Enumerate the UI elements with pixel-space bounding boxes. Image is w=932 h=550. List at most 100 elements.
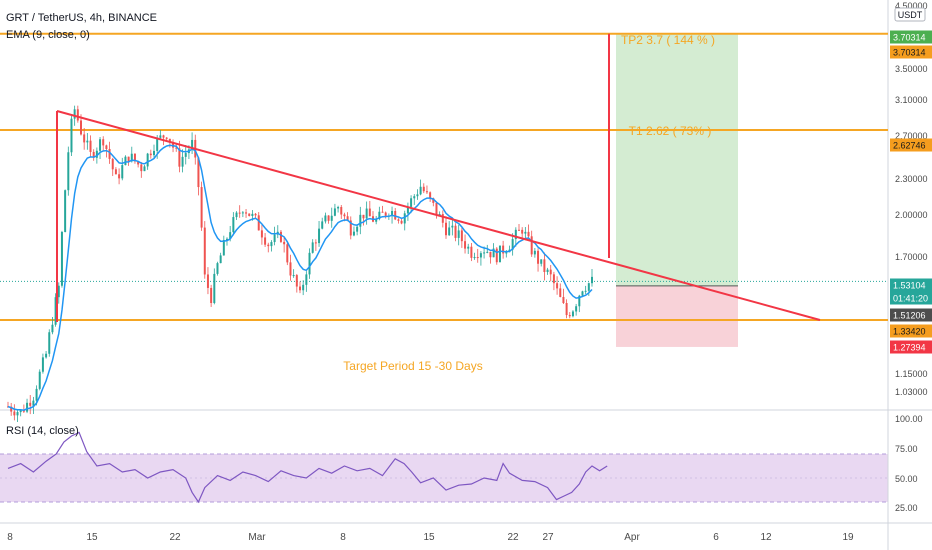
candle-body (222, 239, 225, 256)
candle-body (343, 214, 346, 217)
candle-body (127, 156, 130, 162)
candle-body (124, 156, 127, 166)
candle-body (270, 242, 273, 247)
price-axis-tick: 1.03000 (895, 387, 928, 397)
candle-body (575, 306, 578, 312)
candle-body (197, 157, 200, 188)
candle-body (16, 412, 19, 416)
candle-body (514, 229, 517, 240)
candle-body (441, 214, 444, 223)
candle-body (133, 153, 136, 162)
candle-body (524, 231, 527, 234)
candle-body (80, 120, 82, 135)
candle-body (410, 198, 413, 207)
time-axis-tick: 19 (842, 532, 854, 543)
candle-body (470, 246, 473, 258)
candle-body (216, 263, 219, 274)
candle-body (578, 295, 581, 307)
price-label-text: 1.33420 (893, 327, 926, 337)
candle-body (406, 206, 409, 214)
candle-body (413, 196, 416, 199)
candle-body (206, 274, 209, 288)
candle-body (349, 220, 352, 236)
price-axis-tick: 1.70000 (895, 252, 928, 262)
candle-body (324, 215, 327, 222)
candle-body (95, 150, 98, 158)
candle-body (425, 191, 428, 193)
candle-body (26, 402, 29, 412)
candle-body (264, 237, 267, 245)
time-axis-tick: 22 (169, 532, 181, 543)
currency-badge[interactable] (894, 7, 926, 22)
candle-body (419, 186, 422, 195)
candle-body (565, 303, 568, 316)
rsi-band (0, 454, 888, 502)
candle-body (333, 208, 336, 216)
rsi-axis-tick: 50.00 (895, 474, 918, 484)
time-axis-tick: 15 (86, 532, 98, 543)
time-axis-tick: Apr (624, 532, 640, 543)
candle-body (86, 140, 89, 143)
candle-body (457, 230, 460, 238)
candle-body (130, 153, 133, 162)
candle-body (314, 242, 317, 244)
candle-body (492, 248, 495, 258)
candle-body (311, 242, 314, 253)
candle-body (83, 134, 86, 143)
price-label-teal (890, 291, 932, 305)
candle-body (283, 241, 286, 245)
candle-body (89, 140, 92, 152)
candle-body (267, 244, 270, 247)
candle-body (241, 212, 244, 214)
candle-body (232, 217, 235, 233)
candle-body (549, 269, 552, 275)
candle-body (162, 135, 165, 138)
candle-body (429, 192, 432, 199)
candle-body (352, 231, 355, 236)
price-label-orange (890, 324, 932, 338)
candle-body (422, 186, 425, 192)
candle-body (64, 190, 67, 232)
time-axis-tick: 8 (340, 532, 346, 543)
candle-body (337, 207, 340, 209)
candle-body (45, 353, 48, 358)
candle-body (210, 287, 213, 304)
time-axis-tick: 6 (713, 532, 719, 543)
candle-body (257, 215, 260, 231)
candle-body (105, 145, 108, 150)
candle-body (581, 291, 584, 296)
candle-body (464, 241, 467, 249)
time-axis-tick: 27 (542, 532, 554, 543)
candle-body (67, 152, 70, 191)
target-zone (616, 33, 738, 286)
candle-body (400, 220, 403, 224)
candle-body (394, 210, 397, 220)
candle-body (102, 139, 105, 146)
candle-body (191, 139, 194, 150)
candle-body (146, 153, 149, 167)
candle-body (76, 109, 79, 121)
candle-body (489, 251, 492, 258)
candle-body (286, 244, 289, 263)
candle-body (273, 234, 276, 243)
candle-body (19, 410, 22, 413)
candle-body (384, 212, 387, 216)
candle-body (546, 269, 549, 273)
candle-body (200, 187, 203, 228)
candle-body (365, 208, 368, 219)
candle-body (391, 210, 394, 216)
candle-body (479, 253, 482, 258)
candle-body (435, 202, 438, 215)
candle-body (502, 245, 505, 254)
candle-body (552, 274, 555, 284)
time-axis-tick: Mar (248, 532, 266, 543)
candle-body (356, 226, 359, 232)
candle-body (260, 230, 263, 238)
candle-body (330, 215, 333, 221)
price-axis-tick: 3.10000 (895, 95, 928, 105)
candle-body (537, 250, 540, 264)
candle-body (483, 252, 486, 254)
candle-body (454, 225, 457, 238)
